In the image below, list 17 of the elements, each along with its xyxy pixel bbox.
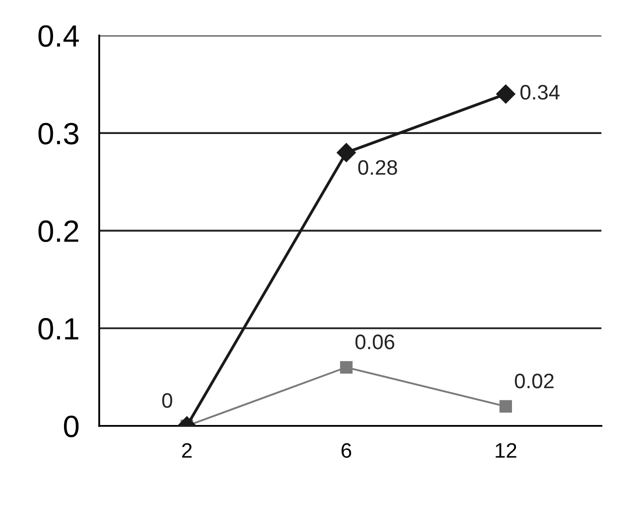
y-tick-label: 0.3 <box>38 122 78 144</box>
y-tick-label: 0 <box>64 416 79 438</box>
point <box>336 143 356 162</box>
point <box>340 361 353 374</box>
data-label: 0.28 <box>358 160 398 175</box>
point <box>499 400 512 413</box>
y-tick-label: 0.2 <box>38 220 78 242</box>
data-label: 0.34 <box>520 84 560 100</box>
data-label: 0 <box>162 393 172 408</box>
x-tick-label: 2 <box>182 443 192 458</box>
x-tick-label: 12 <box>496 443 516 458</box>
data-label: 0.02 <box>514 374 554 388</box>
x-tick-label: 6 <box>342 443 352 458</box>
y-tick-label: 0.4 <box>38 25 79 47</box>
y-tick-label: 0.1 <box>38 318 78 340</box>
point <box>496 84 516 104</box>
data-label: 0.06 <box>355 334 394 350</box>
